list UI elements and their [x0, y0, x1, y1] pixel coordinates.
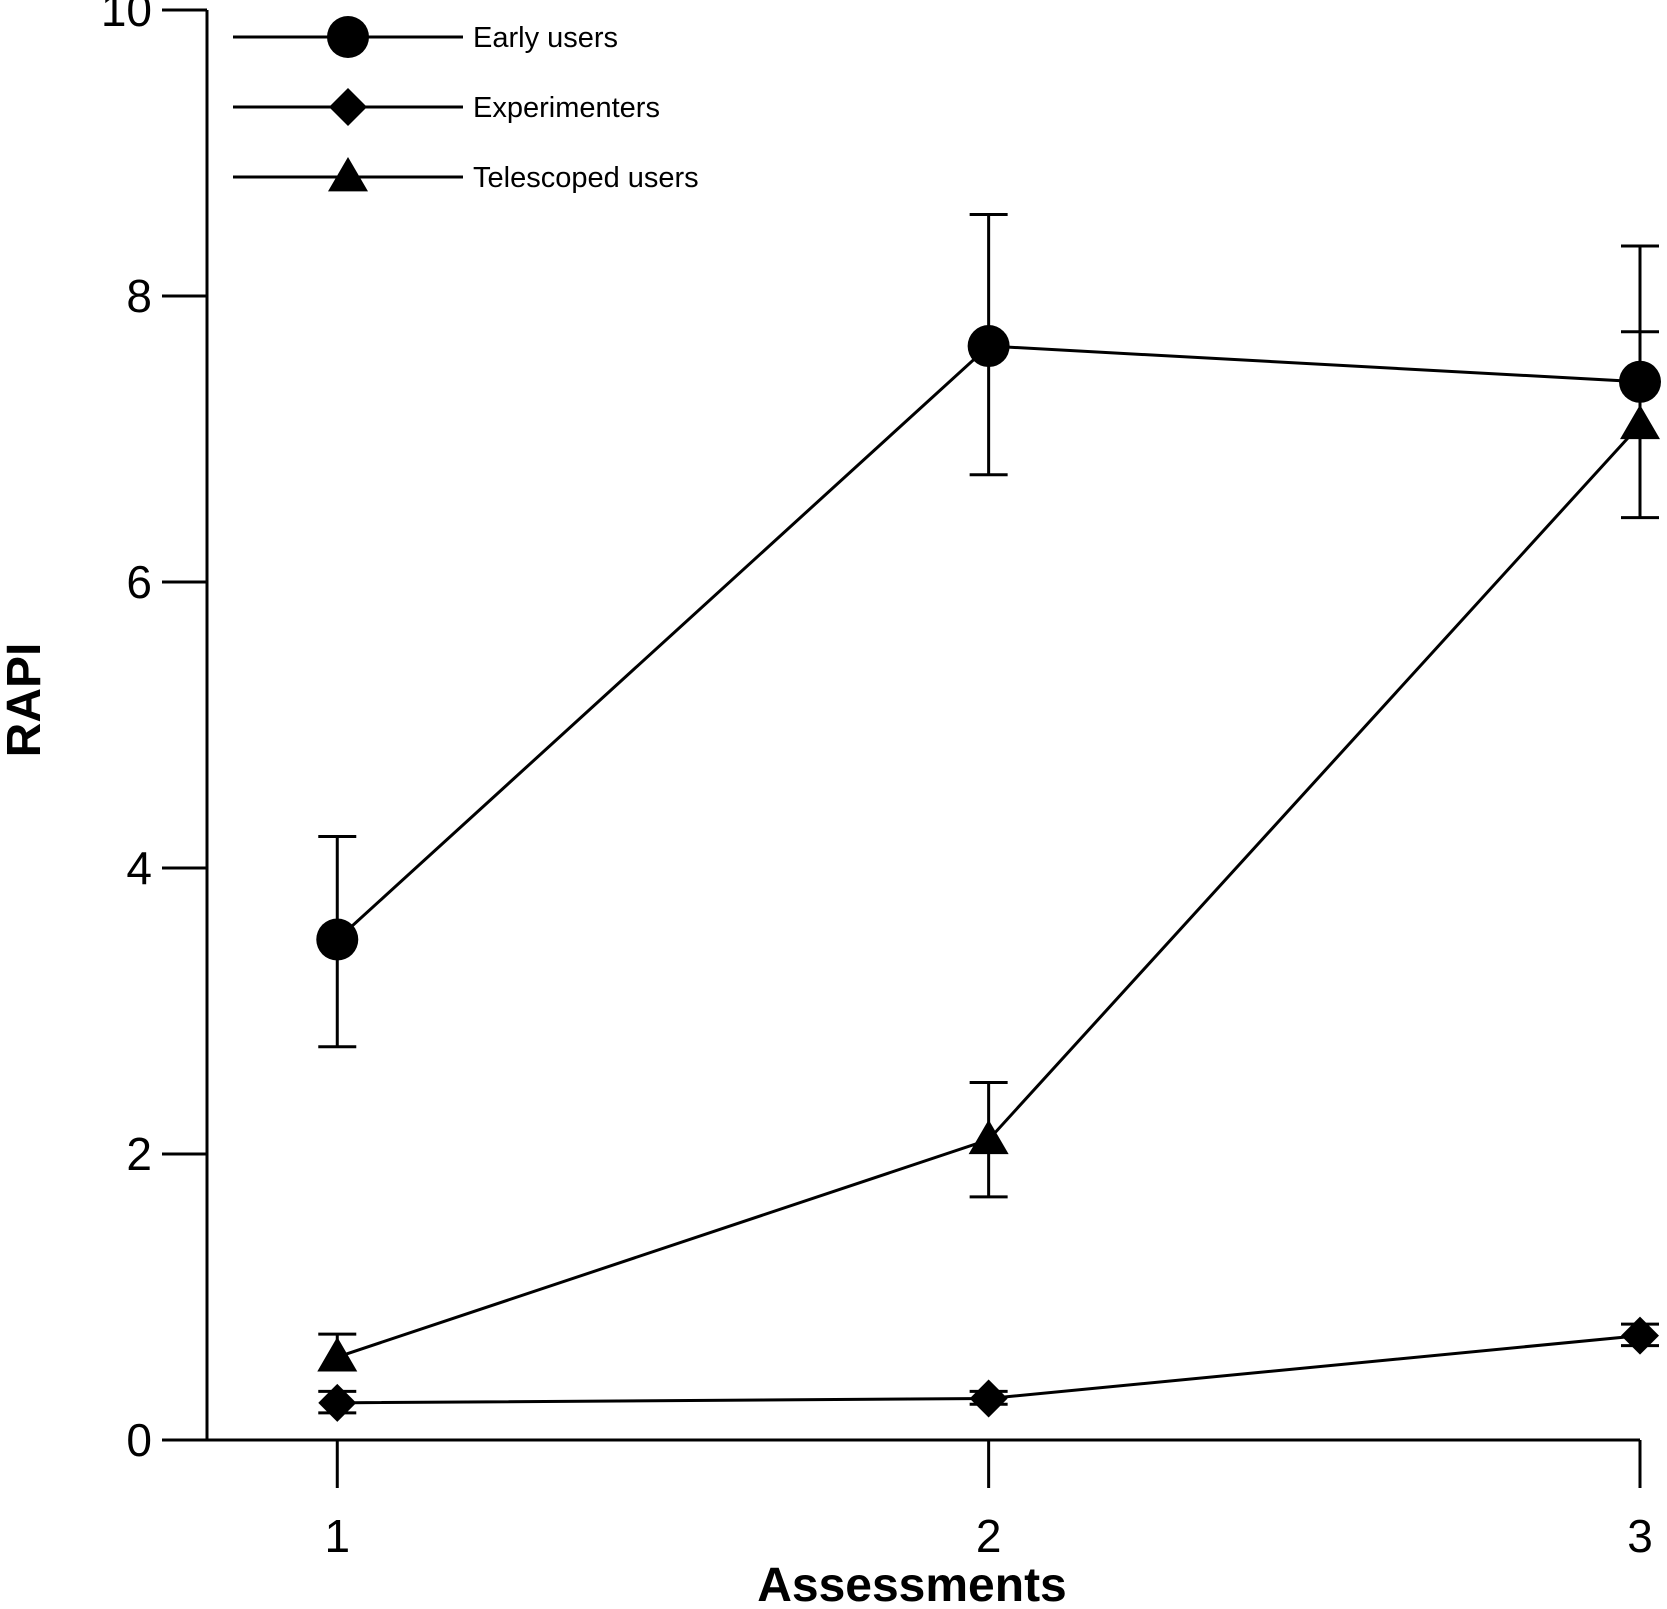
data-point	[967, 325, 1010, 368]
x-tick-label: 2	[976, 1510, 1002, 1562]
data-point	[317, 1337, 358, 1372]
legend: Early users Experimenters Telescoped users	[233, 16, 699, 194]
y-tick-label: 6	[126, 556, 152, 608]
x-tick-label: 1	[324, 1510, 350, 1562]
x-tick-label: 3	[1627, 1510, 1653, 1562]
data-point	[969, 1379, 1008, 1418]
data-point	[1621, 1316, 1659, 1355]
legend-label: Telescoped users	[473, 162, 699, 194]
series-line	[336, 423, 1642, 1359]
series-lines	[336, 344, 1642, 1405]
x-axis-title: Assessments	[757, 1559, 1067, 1609]
y-tick-label: 10	[101, 0, 152, 36]
error-bars	[318, 212, 1659, 1415]
data-point	[1620, 404, 1660, 440]
y-tick-label: 4	[126, 842, 152, 894]
y-tick-label: 8	[126, 270, 152, 322]
legend-label: Experimenters	[473, 92, 660, 124]
data-markers	[316, 325, 1661, 1422]
legend-label: Early users	[473, 22, 618, 54]
legend-marker	[328, 157, 368, 192]
data-point	[318, 1383, 357, 1422]
legend-marker	[329, 88, 367, 126]
data-point	[968, 1119, 1009, 1155]
legend-marker	[327, 16, 369, 58]
y-axis-title: RAPI	[0, 643, 51, 758]
data-point	[316, 918, 359, 961]
data-point	[1619, 360, 1661, 403]
y-tick-label: 2	[126, 1128, 152, 1180]
y-tick-label: 0	[126, 1414, 152, 1466]
